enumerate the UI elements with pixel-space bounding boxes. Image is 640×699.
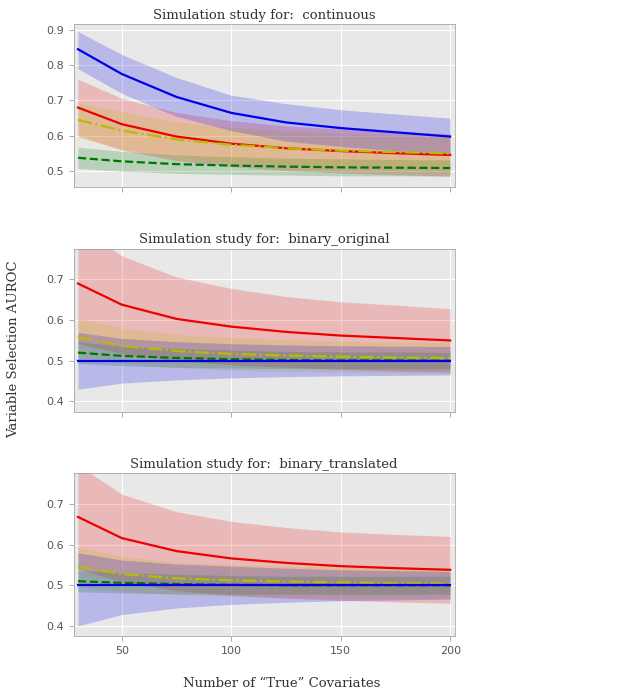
Title: Simulation study for:  binary_translated: Simulation study for: binary_translated [131, 458, 398, 471]
Text: Variable Selection AUROC: Variable Selection AUROC [8, 261, 20, 438]
Title: Simulation study for:  continuous: Simulation study for: continuous [153, 9, 376, 22]
Title: Simulation study for:  binary_original: Simulation study for: binary_original [139, 233, 389, 246]
Text: Number of “True” Covariates: Number of “True” Covariates [183, 677, 380, 690]
Legend: $\widehat{MI}$ based on FFTKDE, $\widehat{MI}$ based on $k$NN, | Pearson correla: $\widehat{MI}$ based on FFTKDE, $\wideha… [453, 309, 632, 412]
